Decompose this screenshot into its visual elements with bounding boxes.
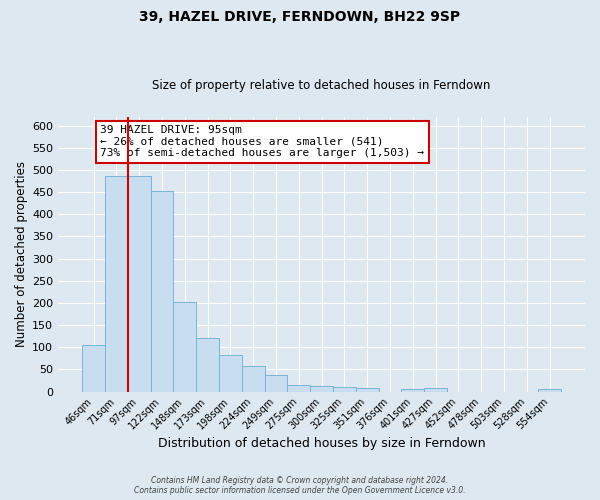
- Bar: [538, 390, 561, 392]
- Bar: [424, 388, 447, 392]
- Bar: [196, 338, 219, 392]
- Bar: [151, 191, 173, 392]
- Bar: [287, 385, 310, 392]
- Y-axis label: Number of detached properties: Number of detached properties: [15, 161, 28, 347]
- Bar: [310, 386, 333, 392]
- Bar: [401, 390, 424, 392]
- Title: Size of property relative to detached houses in Ferndown: Size of property relative to detached ho…: [152, 79, 491, 92]
- Bar: [219, 355, 242, 392]
- Bar: [333, 387, 356, 392]
- Text: Contains HM Land Registry data © Crown copyright and database right 2024.
Contai: Contains HM Land Registry data © Crown c…: [134, 476, 466, 495]
- Bar: [242, 366, 265, 392]
- Text: 39 HAZEL DRIVE: 95sqm
← 26% of detached houses are smaller (541)
73% of semi-det: 39 HAZEL DRIVE: 95sqm ← 26% of detached …: [100, 125, 424, 158]
- X-axis label: Distribution of detached houses by size in Ferndown: Distribution of detached houses by size …: [158, 437, 485, 450]
- Bar: [356, 388, 379, 392]
- Text: 39, HAZEL DRIVE, FERNDOWN, BH22 9SP: 39, HAZEL DRIVE, FERNDOWN, BH22 9SP: [139, 10, 461, 24]
- Bar: [128, 176, 151, 392]
- Bar: [82, 345, 105, 392]
- Bar: [105, 176, 128, 392]
- Bar: [173, 302, 196, 392]
- Bar: [265, 374, 287, 392]
